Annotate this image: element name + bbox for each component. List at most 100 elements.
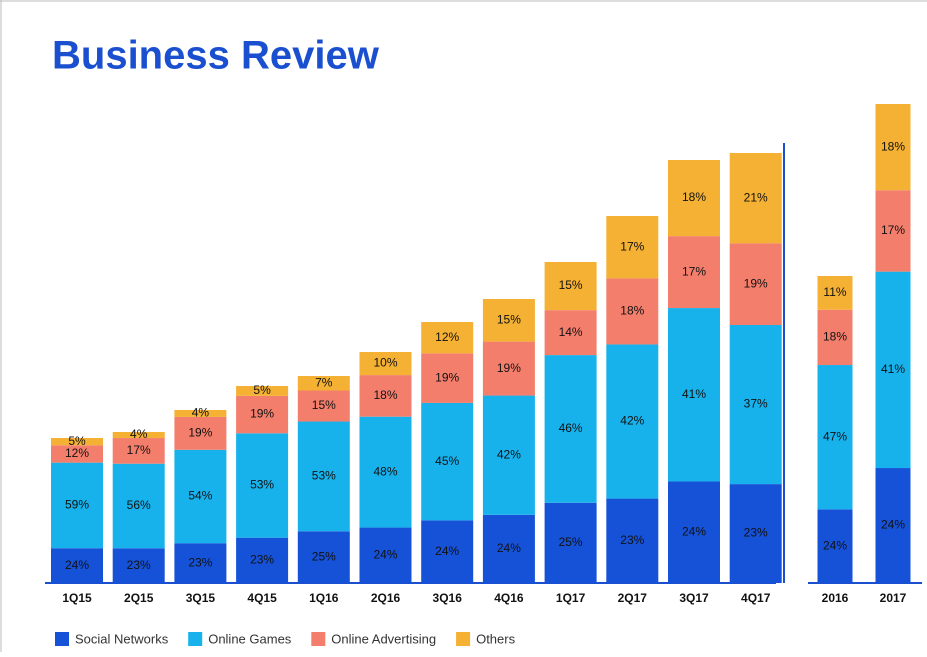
legend-label: Online Games <box>208 631 292 646</box>
bar-stack: 23% 56% 17% 4% <box>112 427 165 583</box>
bar-segment <box>875 271 911 469</box>
bar-segment <box>482 341 535 396</box>
bar-segment <box>817 276 853 310</box>
data-label: 24% <box>435 544 459 558</box>
data-label: 18% <box>823 330 847 344</box>
data-label: 14% <box>559 325 583 339</box>
data-label: 17% <box>881 223 905 237</box>
x-tick-label: 2Q17 <box>618 591 648 605</box>
data-label: 23% <box>188 555 212 569</box>
data-label: 18% <box>620 304 644 318</box>
bar-segment <box>174 410 227 417</box>
bar-segment <box>421 402 474 521</box>
x-tick-label: 3Q15 <box>186 591 216 605</box>
bar-segment <box>544 310 597 356</box>
bar-segment <box>729 484 782 583</box>
legend-swatch <box>456 632 471 646</box>
data-label: 21% <box>744 190 768 204</box>
bar-segment <box>817 309 853 366</box>
bar-segment <box>606 344 659 499</box>
bar-segment <box>421 353 474 403</box>
data-label: 12% <box>65 446 89 460</box>
legend-label: Online Advertising <box>331 631 436 646</box>
bar-segment <box>174 449 227 544</box>
x-tick-label: 4Q17 <box>741 591 771 605</box>
bar-segment <box>606 278 659 345</box>
bar-segment <box>297 390 350 422</box>
bar-stack: 24% 47% 18% 11% <box>817 276 853 583</box>
data-label: 4% <box>130 427 148 441</box>
bar-segment <box>112 548 165 583</box>
data-label: 24% <box>65 558 89 572</box>
bar-stack: 23% 53% 19% 5% <box>236 383 289 583</box>
data-label: 46% <box>559 421 583 435</box>
bar-segment <box>297 421 350 532</box>
bar-segment <box>544 355 597 503</box>
data-label: 19% <box>250 407 274 421</box>
bar-stack: 24% 45% 19% 12% <box>421 322 474 583</box>
legend-swatch <box>311 632 326 646</box>
data-label: 18% <box>881 139 905 153</box>
bar-segment <box>668 308 720 482</box>
bar-segment <box>668 236 720 309</box>
data-label: 47% <box>823 429 847 443</box>
data-label: 56% <box>127 498 151 512</box>
bar-segment <box>112 432 165 439</box>
data-label: 41% <box>881 362 905 376</box>
bar-stack: 24% 48% 18% 10% <box>359 352 412 583</box>
bar-segment <box>359 416 412 528</box>
bar-stack: 24% 59% 12%5% <box>51 434 103 583</box>
bar-segment <box>236 395 289 434</box>
data-label: 25% <box>559 535 583 549</box>
x-tick-label: 1Q16 <box>309 591 339 605</box>
bar-segment <box>51 462 103 549</box>
data-label: 24% <box>373 547 397 561</box>
bar-segment <box>482 395 535 515</box>
bar-segment <box>817 365 853 510</box>
bar-stack: 23% 54% 19% 4% <box>174 406 227 583</box>
data-label: 4% <box>192 406 210 420</box>
bar-segment <box>359 375 412 417</box>
data-label: 24% <box>823 538 847 552</box>
data-label: 19% <box>435 370 459 384</box>
bar-segment <box>297 531 350 583</box>
bar-segment <box>482 299 535 342</box>
data-label: 17% <box>127 443 151 457</box>
bar-segment <box>297 376 350 391</box>
bar-segment <box>236 386 289 396</box>
x-tick-label: 3Q16 <box>433 591 463 605</box>
bar-segment <box>51 438 103 446</box>
bar-segment <box>174 416 227 450</box>
data-label: 48% <box>373 464 397 478</box>
data-label: 45% <box>435 454 459 468</box>
data-label: 17% <box>682 264 706 278</box>
bar-segment <box>606 216 659 279</box>
bar-segment <box>875 468 911 583</box>
data-label: 7% <box>315 375 333 389</box>
bar-stack: 23% 37% 19% 21% <box>729 153 782 583</box>
data-label: 54% <box>188 489 212 503</box>
bar-segment <box>875 104 911 191</box>
data-label: 5% <box>253 383 271 397</box>
data-label: 17% <box>620 239 644 253</box>
data-label: 42% <box>620 414 644 428</box>
bar-segment <box>482 514 535 583</box>
data-label: 12% <box>435 330 459 344</box>
data-label: 15% <box>559 278 583 292</box>
bar-segment <box>236 537 289 583</box>
data-label: 24% <box>682 524 706 538</box>
legend-swatch <box>188 632 203 646</box>
bar-stack: 23% 42% 18% 17% <box>606 216 659 583</box>
bar-stack: 24% 41% 17% 18% <box>668 160 720 583</box>
data-label: 23% <box>744 526 768 540</box>
bar-segment <box>174 543 227 583</box>
data-label: 23% <box>620 533 644 547</box>
legend-label: Social Networks <box>75 631 169 646</box>
x-tick-label: 2016 <box>822 591 849 605</box>
bar-segment <box>112 438 165 464</box>
legend-label: Others <box>476 631 516 646</box>
bar-segment <box>236 433 289 538</box>
bar-stack: 24% 41% 17% 18% <box>875 104 911 583</box>
x-tick-label: 2Q15 <box>124 591 154 605</box>
